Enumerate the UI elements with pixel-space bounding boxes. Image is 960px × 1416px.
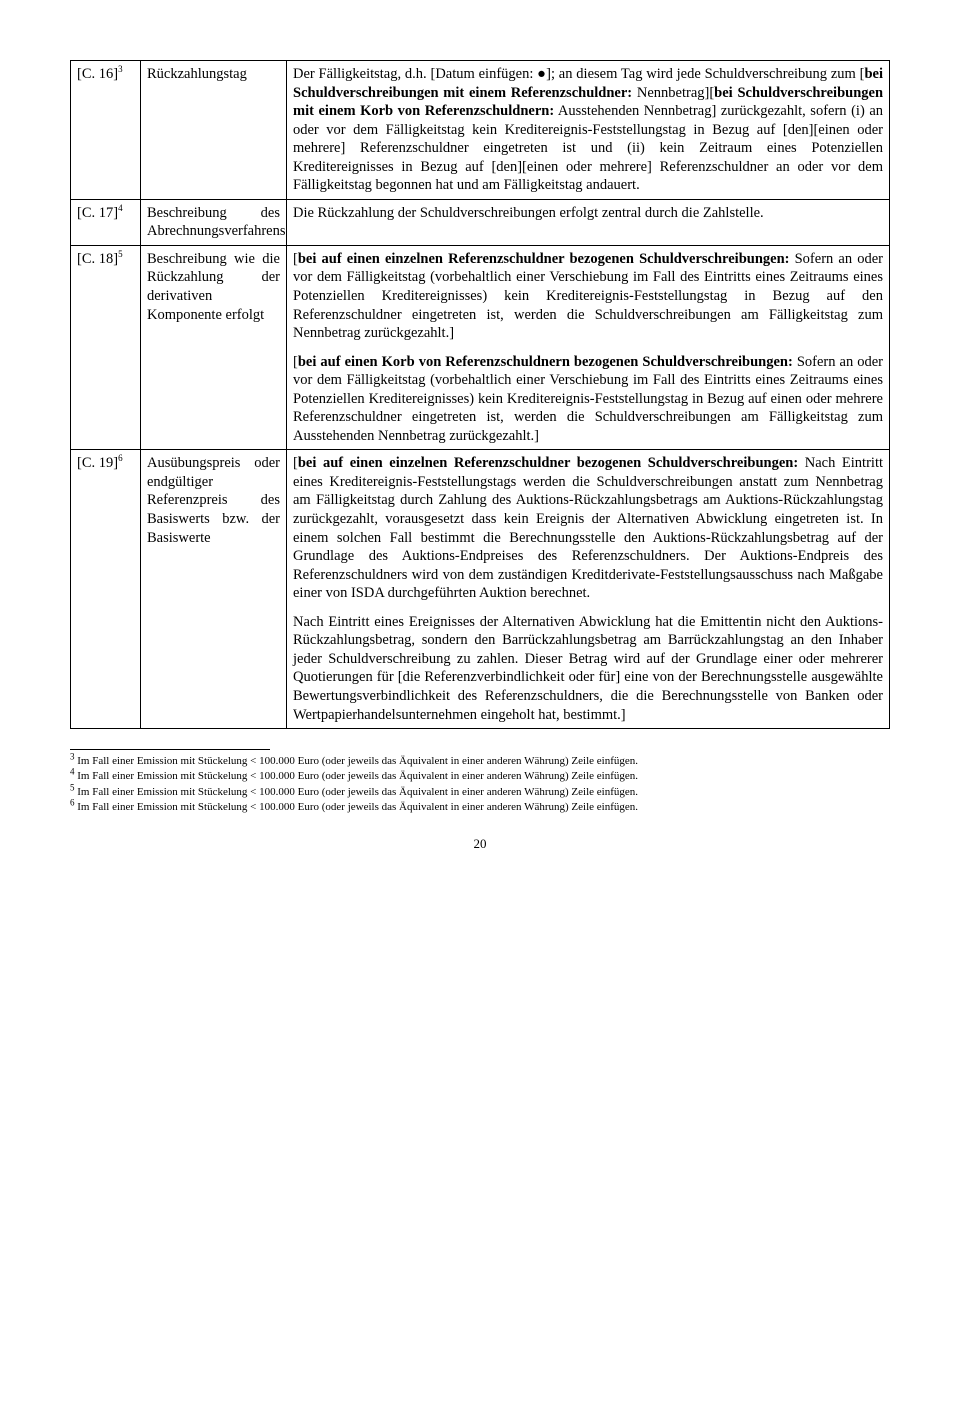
ref-sup: 3 <box>118 64 123 74</box>
row-label: Beschreibung wie die Rückzahlung der der… <box>141 245 287 449</box>
table-row: [C. 19]6Ausübungspreis oder endgültiger … <box>71 450 890 729</box>
row-label: Beschreibung des Abrechnungsverfahrens <box>141 199 287 245</box>
page-number: 20 <box>70 836 890 853</box>
table-row: [C. 17]4Beschreibung des Abrechnungsverf… <box>71 199 890 245</box>
ref-text: [C. 17] <box>77 205 118 221</box>
content-paragraph: Der Fälligkeitstag, d.h. [Datum einfügen… <box>293 65 883 195</box>
row-ref: [C. 16]3 <box>71 61 141 200</box>
footnote-item: 4 Im Fall einer Emission mit Stückelung … <box>70 769 890 783</box>
ref-text: [C. 19] <box>77 455 118 471</box>
row-ref: [C. 17]4 <box>71 199 141 245</box>
row-label: Rückzahlungstag <box>141 61 287 200</box>
table-row: [C. 16]3RückzahlungstagDer Fälligkeitsta… <box>71 61 890 200</box>
ref-sup: 5 <box>118 249 123 259</box>
row-label: Ausübungspreis oder endgültiger Referenz… <box>141 450 287 729</box>
footnote-number: 5 <box>70 782 75 792</box>
ref-text: [C. 18] <box>77 251 118 267</box>
row-content: Der Fälligkeitstag, d.h. [Datum einfügen… <box>287 61 890 200</box>
footnote-item: 5 Im Fall einer Emission mit Stückelung … <box>70 785 890 799</box>
ref-sup: 4 <box>118 203 123 213</box>
content-paragraph: [bei auf einen einzelnen Referenzschuldn… <box>293 454 883 602</box>
content-paragraph: Nach Eintritt eines Ereignisses der Alte… <box>293 613 883 724</box>
row-content: [bei auf einen einzelnen Referenzschuldn… <box>287 245 890 449</box>
footnote-number: 6 <box>70 797 75 807</box>
footnote-list: 3 Im Fall einer Emission mit Stückelung … <box>70 754 890 814</box>
footnote-item: 3 Im Fall einer Emission mit Stückelung … <box>70 754 890 768</box>
content-paragraph: [bei auf einen einzelnen Referenzschuldn… <box>293 250 883 343</box>
row-content: [bei auf einen einzelnen Referenzschuldn… <box>287 450 890 729</box>
footnote-text: Im Fall einer Emission mit Stückelung < … <box>77 786 638 798</box>
table-body: [C. 16]3RückzahlungstagDer Fälligkeitsta… <box>71 61 890 729</box>
content-paragraph: [bei auf einen Korb von Referenzschuldne… <box>293 353 883 446</box>
content-paragraph: Die Rückzahlung der Schuldverschreibunge… <box>293 204 883 223</box>
ref-text: [C. 16] <box>77 66 118 82</box>
footnote-text: Im Fall einer Emission mit Stückelung < … <box>77 801 638 813</box>
footnote-number: 3 <box>70 751 75 761</box>
footnote-number: 4 <box>70 767 75 777</box>
row-ref: [C. 19]6 <box>71 450 141 729</box>
table-row: [C. 18]5Beschreibung wie die Rückzahlung… <box>71 245 890 449</box>
footnote-item: 6 Im Fall einer Emission mit Stückelung … <box>70 800 890 814</box>
row-content: Die Rückzahlung der Schuldverschreibunge… <box>287 199 890 245</box>
row-ref: [C. 18]5 <box>71 245 141 449</box>
ref-sup: 6 <box>118 454 123 464</box>
content-table: [C. 16]3RückzahlungstagDer Fälligkeitsta… <box>70 60 890 729</box>
footnote-text: Im Fall einer Emission mit Stückelung < … <box>77 770 638 782</box>
footnote-text: Im Fall einer Emission mit Stückelung < … <box>77 755 638 767</box>
footnote-separator <box>70 749 270 750</box>
